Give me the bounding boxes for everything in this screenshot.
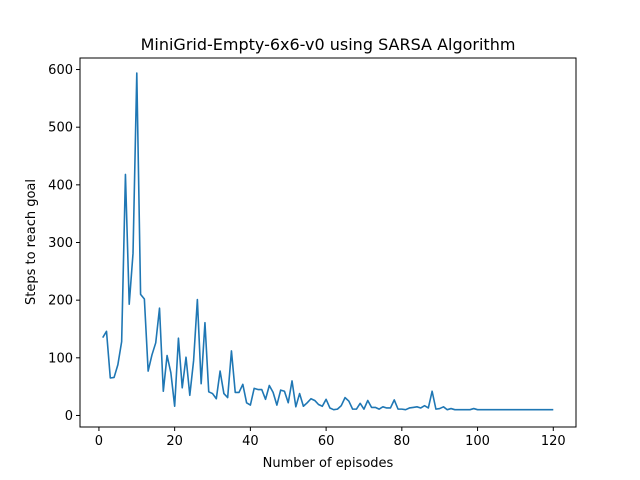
x-tick-label: 100	[465, 434, 490, 449]
x-axis: 0 20 40 60 80 100 120	[95, 427, 566, 449]
y-axis-label: Steps to reach goal	[24, 179, 39, 305]
x-tick-label: 40	[242, 434, 259, 449]
y-axis: 0 100 200 300 400 500 600	[48, 63, 80, 424]
x-tick-label: 80	[394, 434, 411, 449]
series-line-0	[102, 72, 554, 411]
y-tick-label: 200	[48, 294, 73, 309]
y-tick-label: 0	[65, 409, 73, 424]
x-tick-label: 120	[541, 434, 566, 449]
y-tick-label: 600	[48, 63, 73, 78]
y-tick-label: 500	[48, 121, 73, 136]
x-axis-label: Number of episodes	[263, 456, 394, 471]
plot-area	[102, 72, 554, 411]
y-tick-label: 100	[48, 351, 73, 366]
y-tick-label: 300	[48, 236, 73, 251]
chart-title: MiniGrid-Empty-6x6-v0 using SARSA Algori…	[141, 35, 516, 54]
y-tick-label: 400	[48, 178, 73, 193]
x-tick-label: 0	[95, 434, 103, 449]
x-tick-label: 60	[318, 434, 335, 449]
x-tick-label: 20	[166, 434, 183, 449]
